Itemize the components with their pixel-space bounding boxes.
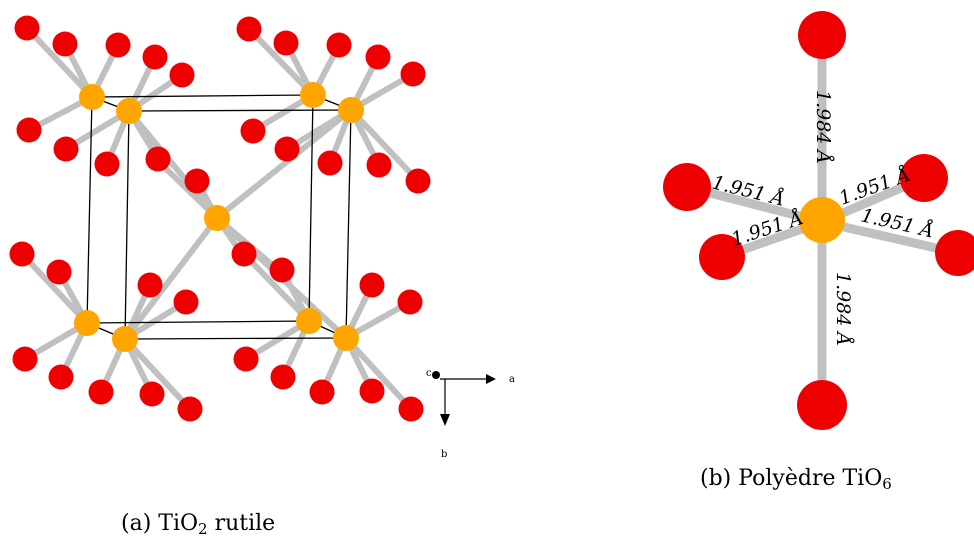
titanium-atom: [338, 97, 364, 123]
bond: [19, 251, 90, 326]
cell-edge: [124, 110, 130, 340]
oxygen-atom: [317, 150, 343, 176]
oxygen-atom: [94, 151, 120, 177]
oxygen-atom: [53, 136, 79, 162]
oxygen-atom: [240, 118, 266, 144]
axis-indicator: c a b: [426, 368, 515, 460]
oxygen-atom: [16, 117, 42, 143]
oxygen-atom: [139, 381, 165, 407]
oxygen-atom: [365, 44, 391, 70]
rutile-crystal-structure: [9, 15, 431, 422]
oxygen-atom: [46, 259, 72, 285]
oxygen-atom: [398, 396, 424, 422]
tio6-polyhedron: 1.984 Å 1.984 Å 1.951 Å 1.951 Å 1.951 Å …: [663, 11, 974, 430]
oxygen-atom: [273, 30, 299, 56]
oxygen-atom: [663, 163, 711, 211]
oxygen-atom: [935, 230, 974, 276]
bond: [343, 335, 414, 412]
oxygen-atom: [359, 378, 385, 404]
titanium-atom: [204, 205, 230, 231]
oxygen-atom: [12, 346, 38, 372]
oxygen-atom: [177, 396, 203, 422]
c-axis-dot: [432, 371, 440, 379]
oxygen-atom: [269, 257, 295, 283]
titanium-atom: [333, 325, 359, 351]
oxygen-atom: [14, 15, 40, 41]
oxygen-atom: [400, 61, 426, 87]
bond-label-bottom: 1.984 Å: [832, 272, 854, 346]
bond: [122, 215, 220, 342]
bond: [246, 26, 316, 98]
oxygen-atom: [137, 272, 163, 298]
titanium-atom: [116, 98, 142, 124]
cell-edge: [86, 96, 93, 324]
bond: [24, 25, 95, 100]
oxygen-atom: [359, 272, 385, 298]
caption-b: (b) Polyèdre TiO6: [700, 466, 892, 493]
polyhedron-oxygen-atoms: [663, 11, 974, 430]
titanium-atom: [79, 84, 105, 110]
titanium-atom: [112, 326, 138, 352]
cell-edge: [308, 94, 314, 322]
bond: [214, 107, 354, 221]
oxygen-atom: [699, 234, 745, 280]
b-axis-label: b: [441, 449, 447, 460]
bond: [348, 107, 421, 184]
titanium-atom: [300, 82, 326, 108]
titanium-atoms: [74, 82, 364, 352]
c-axis-label: c: [426, 368, 432, 379]
oxygen-atom: [900, 154, 948, 202]
titanium-atom: [74, 310, 100, 336]
oxygen-atom: [145, 146, 171, 172]
oxygen-atom: [142, 44, 168, 70]
oxygen-atoms: [9, 15, 431, 422]
oxygen-atom: [231, 241, 257, 267]
oxygen-atom: [88, 379, 114, 405]
oxygen-atom: [326, 32, 352, 58]
b-axis-arrowhead: [440, 414, 450, 426]
oxygen-atom: [270, 364, 296, 390]
cell-edge: [124, 337, 347, 340]
oxygen-atom: [366, 152, 392, 178]
cell-edge: [86, 320, 310, 324]
oxygen-atom: [105, 32, 131, 58]
oxygen-atom: [797, 380, 847, 430]
unit-cell: [86, 94, 352, 340]
cell-edge: [128, 109, 352, 112]
a-axis-arrowhead: [486, 374, 496, 384]
titanium-atom: [799, 197, 845, 243]
caption-a: (a) TiO2 rutile: [121, 511, 276, 538]
oxygen-atom: [274, 136, 300, 162]
bond: [122, 336, 193, 412]
oxygen-atom: [48, 364, 74, 390]
cell-edge: [91, 94, 314, 98]
oxygen-atom: [173, 289, 199, 315]
oxygen-atom: [169, 62, 195, 88]
bond-label-top: 1.984 Å: [812, 90, 834, 164]
oxygen-atom: [9, 241, 35, 267]
oxygen-atom: [52, 31, 78, 57]
oxygen-atom: [309, 379, 335, 405]
a-axis-label: a: [509, 374, 515, 385]
oxygen-atom: [184, 168, 210, 194]
oxygen-atom: [405, 168, 431, 194]
oxygen-atom: [233, 346, 259, 372]
oxygen-atom: [236, 16, 262, 42]
oxygen-atom: [798, 11, 846, 59]
bond: [241, 251, 312, 324]
titanium-atom: [296, 308, 322, 334]
bond: [126, 108, 220, 221]
oxygen-atom: [397, 289, 423, 315]
cell-edge: [345, 109, 352, 339]
